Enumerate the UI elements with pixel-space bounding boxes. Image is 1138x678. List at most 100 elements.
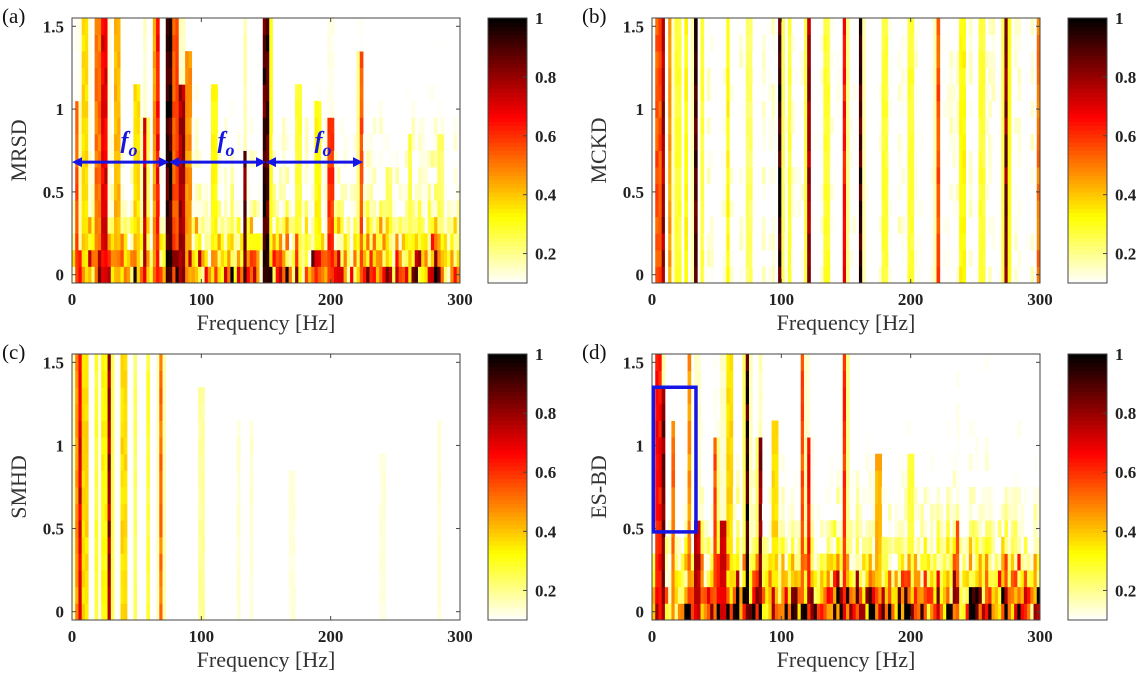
heatmap-cell — [327, 233, 332, 251]
heatmap-cell — [447, 266, 451, 284]
heatmap-cell — [978, 183, 983, 201]
heatmap-cell — [424, 117, 429, 135]
heatmap-cell — [852, 520, 857, 538]
heatmap-cell — [104, 100, 108, 118]
heatmap-cell — [664, 553, 669, 571]
heatmap-cell — [91, 133, 96, 151]
heatmap-cell — [414, 216, 419, 234]
heatmap-cell — [101, 150, 105, 168]
heatmap-cell — [175, 34, 180, 52]
heatmap-cell — [156, 266, 160, 284]
colorbar-swatch — [488, 51, 527, 56]
colorbar-tick-label: 0.4 — [1115, 522, 1137, 541]
heatmap-cell — [752, 536, 756, 554]
heatmap-cell — [110, 403, 115, 421]
heatmap-cell — [710, 249, 714, 267]
heatmap-cell — [414, 266, 419, 284]
heatmap-cell — [739, 266, 743, 284]
colorbar-swatch — [1068, 109, 1107, 114]
colorbar-tick-label: 0.8 — [1115, 68, 1136, 87]
heatmap-cell — [114, 100, 118, 118]
heatmap-cell — [81, 520, 86, 538]
heatmap-cell — [923, 266, 928, 284]
heatmap-cell — [803, 420, 808, 438]
heatmap-cell — [304, 249, 309, 267]
heatmap-cell — [398, 216, 403, 234]
heatmap-cell — [655, 520, 659, 538]
heatmap-cell — [146, 570, 150, 588]
heatmap-cell — [897, 183, 902, 201]
heatmap-cell — [917, 266, 921, 284]
colorbar-swatch — [1068, 378, 1107, 384]
heatmap-cell — [343, 266, 348, 284]
colorbar-swatch — [1068, 457, 1107, 463]
heatmap-cell — [694, 249, 698, 267]
heatmap-cell — [136, 84, 141, 102]
heatmap-cell — [997, 553, 1002, 571]
heatmap-cell — [437, 233, 441, 251]
heatmap-cell — [713, 570, 718, 588]
heatmap-cell — [846, 354, 850, 372]
heatmap-cell — [888, 553, 892, 571]
heatmap-cell — [852, 84, 857, 102]
heatmap-cell — [152, 266, 157, 284]
heatmap-cell — [820, 34, 824, 52]
heatmap-cell — [920, 586, 924, 604]
colorbar-swatch — [1068, 129, 1107, 135]
heatmap-cell — [146, 266, 150, 284]
heatmap-cell — [959, 183, 963, 201]
heatmap-cell — [888, 520, 892, 538]
heatmap-cell — [181, 51, 186, 69]
heatmap-cell — [139, 117, 144, 135]
heatmap-cell — [842, 150, 847, 168]
heatmap-cell — [278, 249, 283, 267]
heatmap-cell — [230, 167, 235, 185]
heatmap-cell — [723, 570, 727, 588]
colorbar-swatch — [1068, 88, 1107, 94]
heatmap-cell — [955, 216, 960, 234]
heatmap-cell — [749, 67, 753, 85]
heatmap-cell — [959, 51, 963, 69]
heatmap-cell — [159, 453, 163, 471]
heatmap-cell — [1007, 249, 1012, 267]
heatmap-cell — [668, 266, 672, 284]
heatmap-cell — [356, 18, 361, 35]
heatmap-cell — [729, 84, 734, 102]
heatmap-cell — [330, 117, 335, 135]
heatmap-cell — [97, 216, 102, 234]
heatmap-cell — [133, 133, 138, 151]
heatmap-cell — [1001, 233, 1005, 251]
heatmap-cell — [774, 34, 779, 52]
heatmap-cell — [671, 570, 676, 588]
heatmap-cell — [842, 354, 847, 372]
heatmap-cell — [752, 470, 756, 488]
heatmap-cell — [324, 216, 328, 234]
heatmap-cell — [697, 520, 701, 538]
heatmap-cell — [81, 470, 86, 488]
heatmap-cell — [356, 200, 361, 218]
heatmap-cell — [988, 167, 992, 185]
heatmap-cell — [846, 200, 850, 218]
heatmap-cell — [243, 167, 247, 185]
heatmap-cell — [900, 51, 905, 69]
colorbar-swatch — [488, 187, 527, 193]
heatmap-cell — [101, 437, 105, 455]
heatmap-cell — [114, 18, 118, 35]
heatmap-cell — [739, 570, 743, 588]
heatmap-cell — [139, 200, 144, 218]
heatmap-cell — [671, 354, 676, 372]
heatmap-cell — [846, 266, 850, 284]
heatmap-cell — [88, 51, 92, 69]
heatmap-cell — [421, 117, 425, 135]
heatmap-cell — [742, 453, 747, 471]
heatmap-cell — [282, 200, 286, 218]
heatmap-cell — [988, 67, 992, 85]
heatmap-cell — [1030, 216, 1034, 234]
heatmap-cell — [101, 216, 105, 234]
heatmap-cell — [787, 51, 792, 69]
heatmap-cell — [398, 183, 403, 201]
heatmap-cell — [78, 603, 83, 621]
heatmap-cell — [117, 437, 121, 455]
heatmap-cell — [991, 84, 996, 102]
heatmap-cell — [981, 233, 986, 251]
